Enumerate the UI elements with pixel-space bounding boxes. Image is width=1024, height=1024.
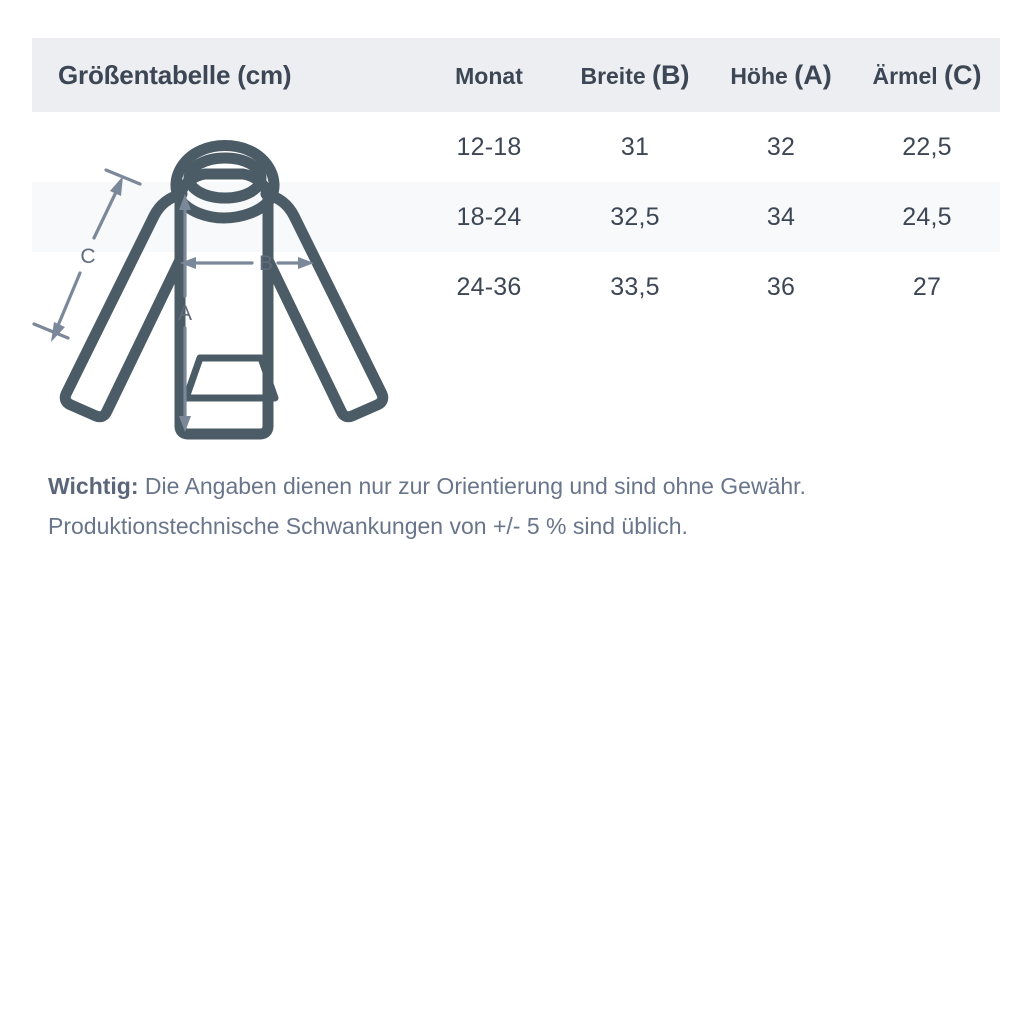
measure-c-tick-top bbox=[104, 168, 142, 186]
table-row: 12-18 31 32 22,5 bbox=[32, 112, 1000, 182]
cell-breite: 33,5 bbox=[610, 272, 660, 301]
cell-breite: 32,5 bbox=[610, 202, 660, 231]
cell-aermel: 27 bbox=[912, 272, 942, 301]
measure-a-arrowhead-top bbox=[179, 194, 191, 210]
table-header-row: Größentabelle (cm) Monat Breite (B) Höhe… bbox=[32, 38, 1000, 112]
column-header-breite-label: Breite bbox=[580, 62, 653, 89]
measure-c-arrowhead-top bbox=[110, 176, 123, 196]
column-header-monat-label: Monat bbox=[455, 62, 523, 89]
column-header-aermel-dim: (C) bbox=[944, 59, 982, 90]
size-chart: Größentabelle (cm) Monat Breite (B) Höhe… bbox=[32, 38, 1000, 322]
measure-b: B bbox=[180, 252, 314, 275]
hoodie-right-sleeve bbox=[260, 188, 389, 423]
hoodie-illustration-svg: A B C bbox=[32, 140, 389, 440]
measure-c: C bbox=[32, 168, 142, 342]
cell-hoehe: 36 bbox=[766, 272, 796, 301]
chart-title: Größentabelle (cm) bbox=[58, 59, 292, 90]
hoodie-diagram: A B C bbox=[30, 128, 414, 464]
column-header-aermel-label: Ärmel bbox=[872, 62, 945, 89]
column-header-hoehe: Höhe (A) bbox=[708, 60, 854, 91]
hoodie-garment bbox=[59, 140, 389, 440]
measure-b-label: B bbox=[259, 252, 273, 275]
hoodie-pocket bbox=[182, 354, 279, 402]
column-header-hoehe-dim: (A) bbox=[794, 59, 832, 90]
cell-monat: 24-36 bbox=[456, 272, 522, 301]
column-header-aermel: Ärmel (C) bbox=[854, 60, 1000, 91]
measurement-arrows: A B C bbox=[32, 168, 314, 432]
measure-a-arrowhead-bottom bbox=[179, 416, 191, 432]
cell-hoehe: 32 bbox=[766, 132, 796, 161]
hoodie-hood-outer bbox=[170, 140, 280, 224]
cell-aermel: 22,5 bbox=[902, 132, 952, 161]
cell-aermel: 24,5 bbox=[902, 202, 952, 231]
hoodie-body bbox=[174, 168, 274, 440]
measure-a: A bbox=[178, 194, 192, 432]
measure-c-label: C bbox=[80, 245, 95, 268]
measure-c-tick-bottom bbox=[32, 322, 70, 340]
hoodie-hood-opening bbox=[183, 152, 267, 204]
cell-breite: 31 bbox=[620, 132, 650, 161]
disclaimer-prefix: Wichtig: bbox=[48, 473, 139, 499]
measure-b-arrowhead-right bbox=[298, 257, 314, 269]
hoodie-left-sleeve bbox=[59, 188, 188, 423]
measure-c-line-top bbox=[92, 188, 119, 240]
column-header-monat: Monat bbox=[416, 60, 562, 91]
cell-monat: 18-24 bbox=[456, 202, 522, 231]
column-header-hoehe-label: Höhe bbox=[730, 62, 795, 89]
measure-c-arrowhead-bottom bbox=[51, 322, 65, 342]
disclaimer-note: Wichtig: Die Angaben dienen nur zur Orie… bbox=[48, 466, 988, 546]
column-header-breite: Breite (B) bbox=[562, 60, 708, 91]
column-header-breite-dim: (B) bbox=[652, 59, 690, 90]
disclaimer-line-1: Die Angaben dienen nur zur Orientierung … bbox=[138, 473, 806, 499]
cell-monat: 12-18 bbox=[456, 132, 522, 161]
cell-hoehe: 34 bbox=[766, 202, 796, 231]
measure-a-label: A bbox=[178, 302, 192, 325]
disclaimer-line-2: Produktionstechnische Schwankungen von +… bbox=[48, 513, 688, 539]
measure-c-line-bottom bbox=[55, 271, 82, 330]
measure-b-arrowhead-left bbox=[180, 257, 196, 269]
table-body: 12-18 31 32 22,5 18-24 32,5 34 24,5 24-3… bbox=[32, 112, 1000, 322]
